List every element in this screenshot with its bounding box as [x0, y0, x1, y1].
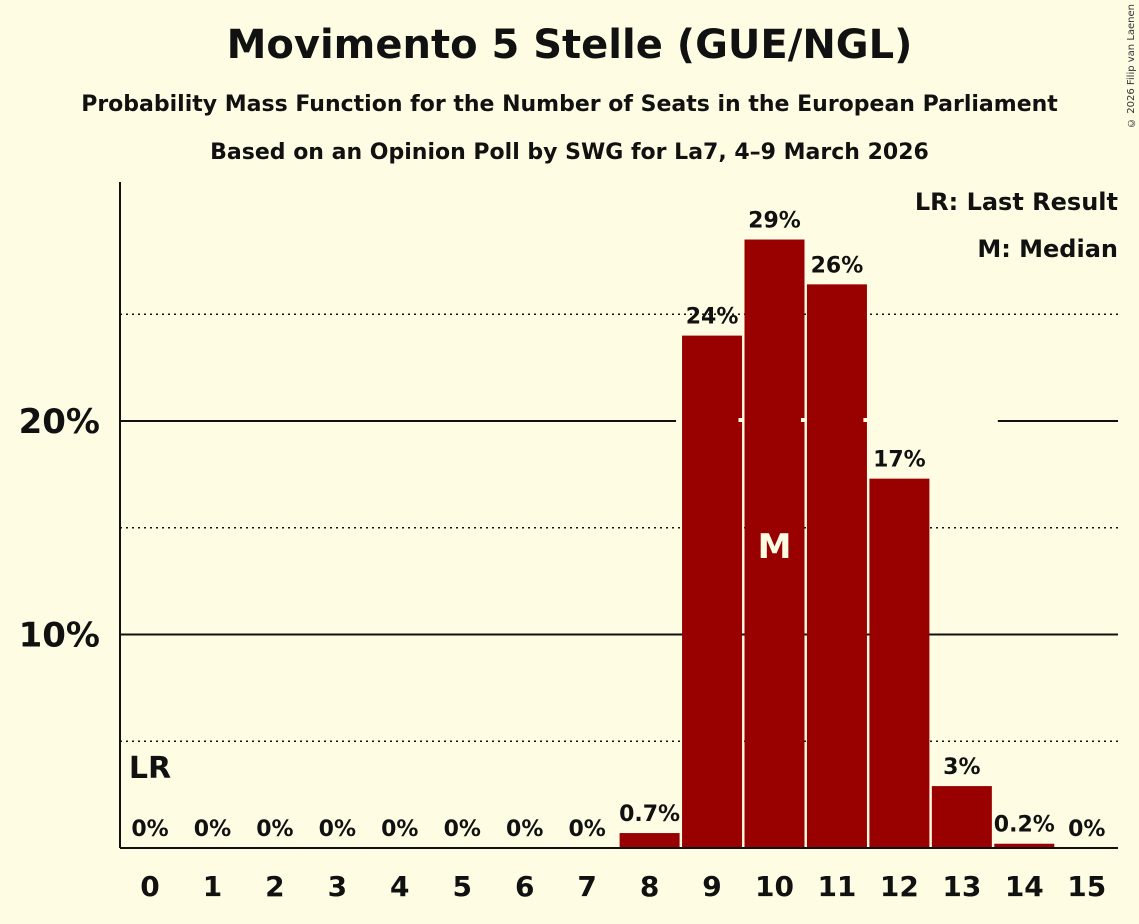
y-tick-label: 10% [19, 616, 100, 656]
bar-seat-12 [869, 478, 930, 848]
median-marker: M [758, 527, 792, 567]
x-tick-label: 0 [140, 870, 159, 903]
data-label: 0.2% [994, 813, 1055, 838]
data-label: 0% [131, 817, 168, 842]
data-label: 0% [506, 817, 543, 842]
x-tick-label: 14 [1005, 870, 1044, 903]
x-tick-label: 5 [453, 870, 472, 903]
data-label: 0% [444, 817, 481, 842]
data-label: 17% [873, 448, 926, 473]
legend-median: M: Median [977, 235, 1118, 263]
chart-title: Movimento 5 Stelle (GUE/NGL) [226, 22, 913, 68]
data-label: 29% [748, 209, 801, 234]
bar-seat-8 [619, 833, 680, 848]
x-tick-label: 6 [515, 870, 534, 903]
bar-seat-10 [744, 239, 805, 848]
x-tick-label: 4 [390, 870, 409, 903]
gridline-gap [925, 418, 998, 422]
data-label: 24% [686, 305, 739, 330]
x-tick-label: 2 [265, 870, 284, 903]
data-label: 0% [381, 817, 418, 842]
x-tick-label: 13 [942, 870, 981, 903]
data-label: 0% [319, 817, 356, 842]
data-label: 0% [1068, 817, 1105, 842]
data-label: 26% [811, 253, 864, 278]
data-label: 3% [943, 755, 980, 780]
data-labels: 0% LR 0% 0% 0% 0% 0% 0% 0% 0.7% 24% 29% M 26% 17% 3% 0.2… [129, 209, 1106, 842]
gridline-gap [863, 418, 936, 422]
x-tick-label: 12 [880, 870, 919, 903]
data-label: 0% [568, 817, 605, 842]
x-tick-label: 10 [755, 870, 794, 903]
bar-seat-13 [931, 786, 992, 848]
x-tick-label: 3 [328, 870, 347, 903]
last-result-marker: LR [129, 751, 171, 786]
bars [619, 239, 1055, 849]
gridlines [120, 313, 1118, 742]
x-tick-label: 7 [577, 870, 596, 903]
legend-last-result: LR: Last Result [915, 188, 1118, 216]
x-tick-label: 1 [203, 870, 222, 903]
chart-source: Based on an Opinion Poll by SWG for La7,… [210, 140, 929, 165]
data-label: 0% [256, 817, 293, 842]
data-label: 0% [194, 817, 231, 842]
axes: 10%20%0 1 2 3 4 5 6 7 8 9 10 11 12 13 14 15 [19, 182, 1118, 903]
data-label: 0.7% [619, 802, 680, 827]
x-tick-label: 9 [702, 870, 721, 903]
x-tick-label: 11 [817, 870, 856, 903]
bar-seat-11 [806, 284, 867, 848]
x-tick-label: 8 [640, 870, 659, 903]
chart-subtitle: Probability Mass Function for the Number… [81, 92, 1058, 117]
x-tick-label: 15 [1067, 870, 1106, 903]
bar-seat-9 [682, 335, 743, 849]
bar-seat-14 [994, 843, 1055, 848]
y-tick-label: 20% [19, 402, 100, 442]
